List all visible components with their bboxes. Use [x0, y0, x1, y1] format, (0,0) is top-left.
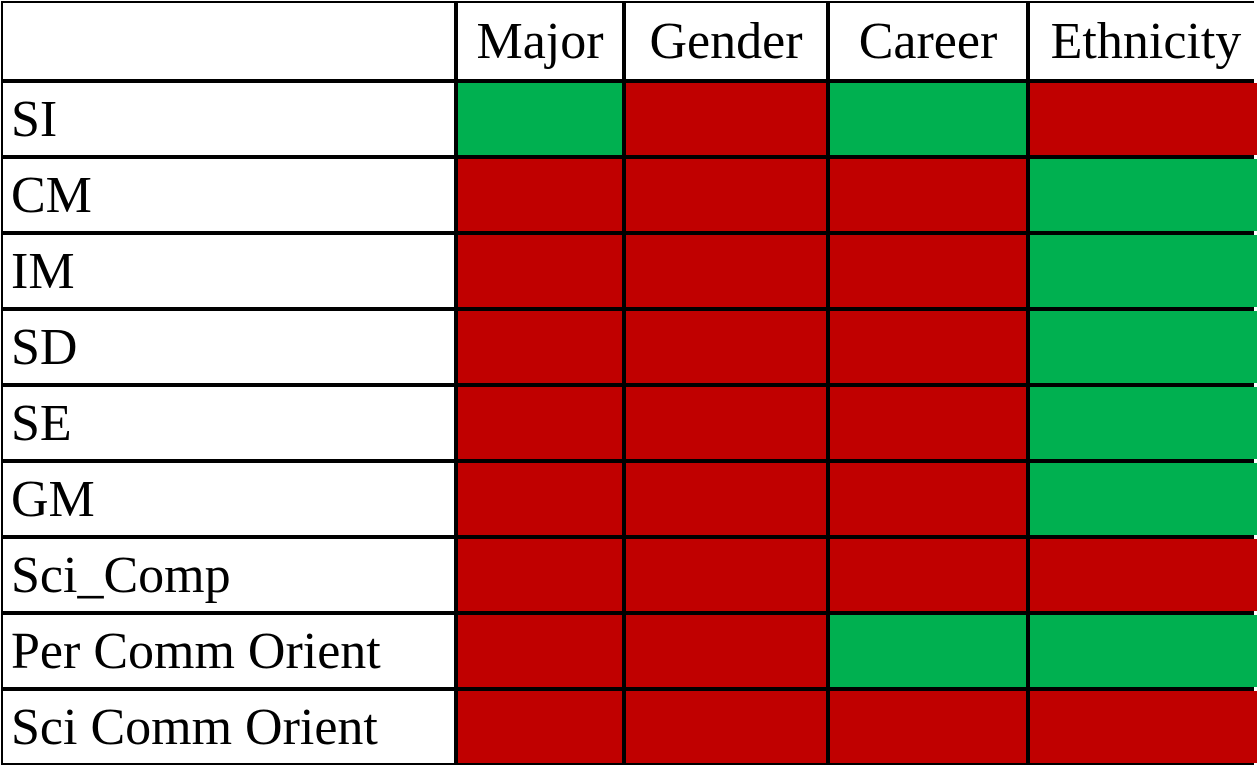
heatmap-cell-red: [1030, 691, 1257, 763]
heatmap-cell-green: [1030, 159, 1257, 231]
heatmap-cell-green: [830, 83, 1026, 155]
heatmap-cell-red: [830, 691, 1026, 763]
row-label: IM: [3, 235, 454, 307]
heatmap-cell-green: [1030, 235, 1257, 307]
heatmap-cell-red: [626, 691, 826, 763]
heatmap-cell-red: [830, 463, 1026, 535]
column-header-career: Career: [830, 3, 1026, 79]
heatmap-cell-red: [830, 159, 1026, 231]
heatmap-cell-red: [1030, 83, 1257, 155]
heatmap-cell-red: [626, 311, 826, 383]
row-label: Sci_Comp: [3, 539, 454, 611]
heatmap-cell-green: [458, 83, 622, 155]
row-label: Sci Comm Orient: [3, 691, 454, 763]
heatmap-cell-red: [830, 311, 1026, 383]
heatmap-cell-red: [830, 539, 1026, 611]
heatmap-cell-green: [1030, 615, 1257, 687]
heatmap-cell-green: [830, 615, 1026, 687]
heatmap-cell-green: [1030, 463, 1257, 535]
heatmap-cell-red: [830, 387, 1026, 459]
row-label: SE: [3, 387, 454, 459]
heatmap-cell-red: [458, 387, 622, 459]
heatmap-cell-red: [626, 159, 826, 231]
heatmap-cell-red: [626, 83, 826, 155]
heatmap-cell-red: [1030, 539, 1257, 611]
heatmap-cell-red: [458, 615, 622, 687]
heatmap-cell-red: [830, 235, 1026, 307]
heatmap-cell-red: [626, 235, 826, 307]
row-label: GM: [3, 463, 454, 535]
row-label: CM: [3, 159, 454, 231]
heatmap-cell-green: [1030, 387, 1257, 459]
heatmap-cell-red: [458, 311, 622, 383]
heatmap-cell-red: [626, 463, 826, 535]
row-label: SD: [3, 311, 454, 383]
heatmap-cell-red: [458, 691, 622, 763]
heatmap-cell-red: [458, 235, 622, 307]
column-header-gender: Gender: [626, 3, 826, 79]
row-label: SI: [3, 83, 454, 155]
corner-cell: [3, 3, 454, 79]
heatmap-cell-red: [626, 615, 826, 687]
heatmap-cell-red: [626, 387, 826, 459]
column-header-ethnicity: Ethnicity: [1030, 3, 1257, 79]
heatmap-cell-red: [458, 463, 622, 535]
heatmap-cell-red: [458, 539, 622, 611]
heatmap-cell-green: [1030, 311, 1257, 383]
heatmap-cell-red: [458, 159, 622, 231]
row-label: Per Comm Orient: [3, 615, 454, 687]
heatmap-cell-red: [626, 539, 826, 611]
column-header-major: Major: [458, 3, 622, 79]
